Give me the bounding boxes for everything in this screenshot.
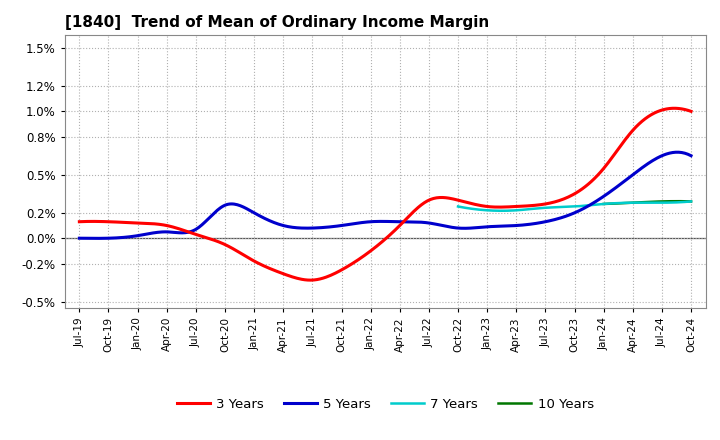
5 Years (521, 222, 530, 227)
5 Years (319, 225, 328, 230)
7 Years (601, 201, 610, 206)
10 Years (634, 200, 642, 205)
Text: [1840]  Trend of Mean of Ordinary Income Margin: [1840] Trend of Mean of Ordinary Income … (65, 15, 489, 30)
3 Years (462, 199, 470, 205)
5 Years (518, 222, 527, 227)
7 Years (623, 200, 631, 205)
3 Years (670, 106, 678, 111)
7 Years (624, 200, 632, 205)
3 Years (148, 221, 157, 226)
5 Years (673, 150, 682, 155)
7 Years (454, 204, 462, 209)
Line: 5 Years: 5 Years (79, 152, 691, 238)
10 Years (663, 198, 672, 204)
3 Years (687, 109, 696, 114)
10 Years (654, 199, 663, 204)
7 Years (482, 208, 490, 213)
7 Years (687, 199, 696, 204)
3 Years (319, 275, 328, 281)
5 Years (150, 230, 159, 235)
10 Years (662, 198, 671, 204)
10 Years (599, 202, 608, 207)
Line: 3 Years: 3 Years (79, 108, 691, 280)
Legend: 3 Years, 5 Years, 7 Years, 10 Years: 3 Years, 5 Years, 7 Years, 10 Years (171, 392, 599, 416)
10 Years (628, 200, 636, 205)
Line: 10 Years: 10 Years (603, 201, 691, 204)
3 Years (274, 269, 283, 275)
7 Years (546, 205, 555, 210)
7 Years (498, 208, 506, 213)
3 Years (521, 203, 530, 209)
5 Years (462, 226, 470, 231)
5 Years (687, 153, 696, 158)
3 Years (75, 219, 84, 224)
3 Years (307, 278, 315, 283)
7 Years (530, 206, 539, 211)
5 Years (75, 235, 84, 241)
5 Years (276, 222, 284, 227)
5 Years (92, 236, 101, 241)
10 Years (687, 199, 696, 204)
Line: 7 Years: 7 Years (458, 202, 691, 211)
10 Years (610, 201, 618, 206)
10 Years (673, 198, 682, 204)
3 Years (518, 204, 527, 209)
